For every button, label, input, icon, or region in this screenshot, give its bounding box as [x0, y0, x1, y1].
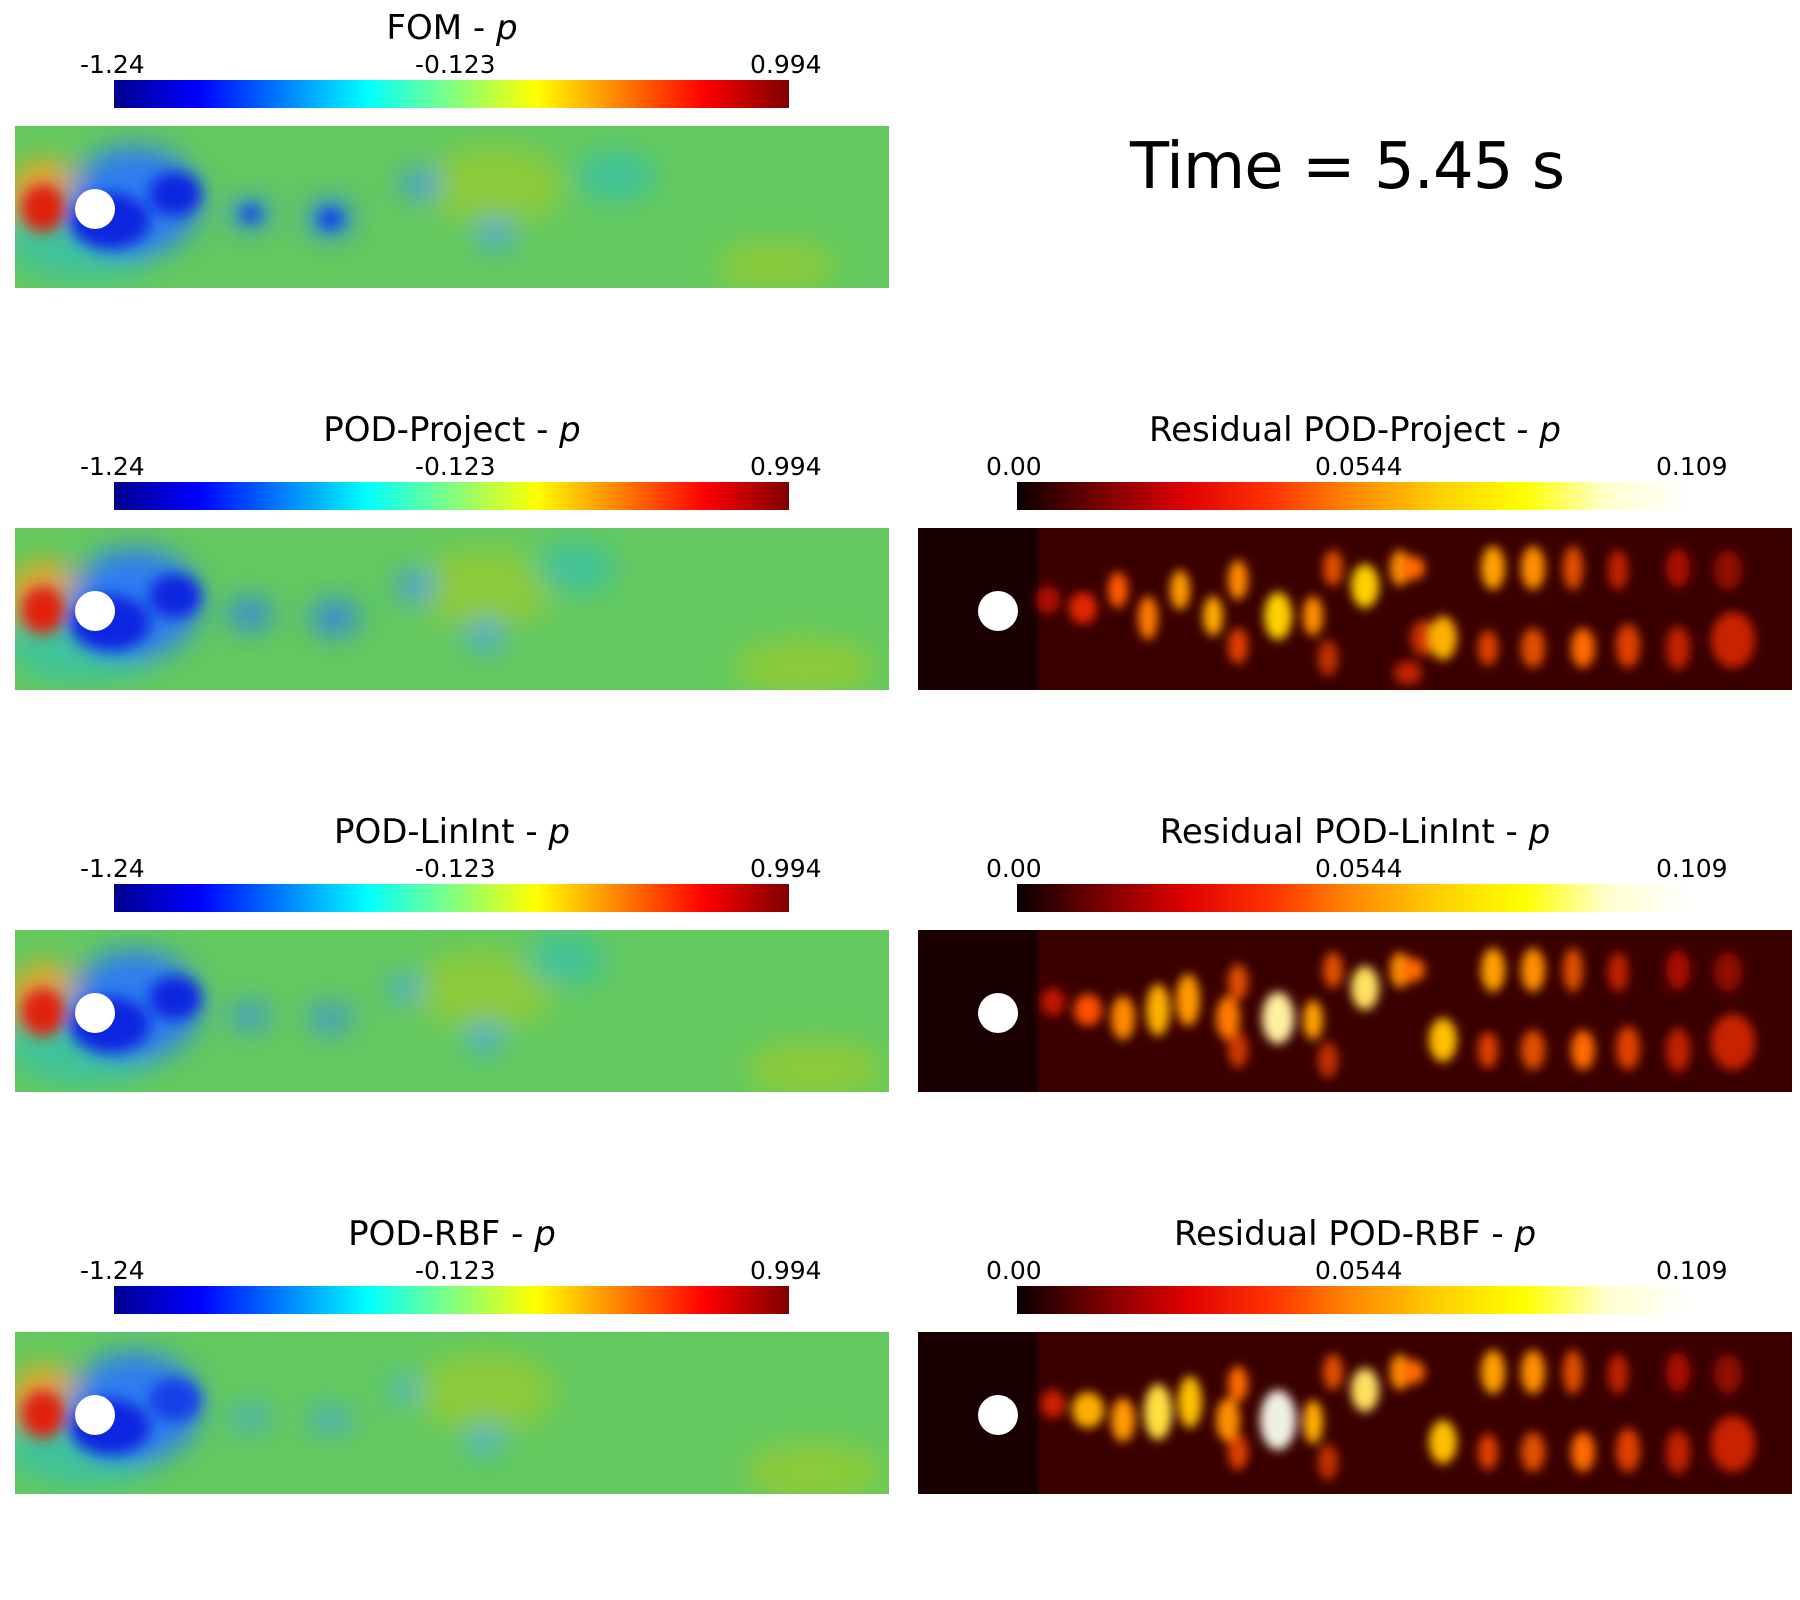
- panel-residual-pod-linint: Residual POD-LinInt - p 0.00 0.0544 0.10…: [918, 812, 1792, 1192]
- panel-title: Residual POD-RBF - p: [918, 1214, 1792, 1254]
- panel-residual-pod-project: Residual POD-Project - p 0.00 0.0544 0.1…: [918, 410, 1792, 790]
- colorbar-max-label: 0.994: [750, 854, 822, 883]
- colorbar-max-label: 0.109: [1656, 854, 1728, 883]
- panel-title-text: POD-LinInt -: [333, 812, 549, 852]
- panel-title-text: FOM -: [386, 8, 496, 48]
- panel-title-text: Residual POD-Project -: [1149, 410, 1540, 450]
- panel-pod-project: POD-Project - p -1.24 -0.123 0.994: [15, 410, 889, 790]
- panel-title-variable: p: [548, 812, 571, 852]
- panel-title-text: Residual POD-RBF -: [1173, 1214, 1515, 1254]
- pressure-field-pod-linint: [15, 930, 889, 1092]
- panel-title: POD-LinInt - p: [15, 812, 889, 852]
- colorbar: [1017, 1286, 1692, 1314]
- colorbar-min-label: -1.24: [80, 854, 145, 883]
- colorbar-max-label: 0.109: [1656, 452, 1728, 481]
- time-label: Time = 5.45 s: [1130, 130, 1565, 204]
- colorbar: [1017, 884, 1692, 912]
- colorbar-max-label: 0.994: [750, 452, 822, 481]
- colorbar-min-label: 0.00: [986, 1256, 1042, 1285]
- colorbar: [114, 1286, 789, 1314]
- panel-title: POD-RBF - p: [15, 1214, 889, 1254]
- panel-title-text: POD-Project -: [323, 410, 560, 450]
- panel-title-variable: p: [534, 1214, 556, 1254]
- residual-field-pod-rbf: [918, 1332, 1792, 1494]
- panel-title-variable: p: [1528, 812, 1551, 852]
- colorbar: [114, 80, 789, 108]
- panel-title-variable: p: [1514, 1214, 1537, 1254]
- residual-field-pod-linint: [918, 930, 1792, 1092]
- colorbar-min-label: 0.00: [986, 854, 1042, 883]
- panel-residual-pod-rbf: Residual POD-RBF - p 0.00 0.0544 0.109: [918, 1214, 1792, 1594]
- panel-title-variable: p: [559, 410, 581, 450]
- colorbar-min-label: -1.24: [80, 1256, 145, 1285]
- panel-pod-linint: POD-LinInt - p -1.24 -0.123 0.994: [15, 812, 889, 1192]
- colorbar: [1017, 482, 1692, 510]
- pressure-field-pod-project: [15, 528, 889, 690]
- colorbar-mid-label: -0.123: [415, 854, 496, 883]
- colorbar-max-label: 0.994: [750, 50, 822, 79]
- panel-title-variable: p: [495, 8, 518, 48]
- panel-fom: FOM - p -1.24 -0.123 0.994: [15, 8, 889, 388]
- colorbar-mid-label: 0.0544: [1315, 452, 1403, 481]
- panel-title-variable: p: [1539, 410, 1561, 450]
- panel-title: Residual POD-Project - p: [918, 410, 1792, 450]
- panel-title-text: Residual POD-LinInt -: [1159, 812, 1529, 852]
- colorbar-mid-label: 0.0544: [1315, 1256, 1403, 1285]
- residual-field-pod-project: [918, 528, 1792, 690]
- colorbar-mid-label: 0.0544: [1315, 854, 1403, 883]
- colorbar: [114, 884, 789, 912]
- pressure-field-pod-rbf: [15, 1332, 889, 1494]
- colorbar-max-label: 0.109: [1656, 1256, 1728, 1285]
- colorbar-min-label: -1.24: [80, 452, 145, 481]
- colorbar-mid-label: -0.123: [415, 452, 496, 481]
- panel-title: Residual POD-LinInt - p: [918, 812, 1792, 852]
- colorbar-mid-label: -0.123: [415, 50, 496, 79]
- panel-title-text: POD-RBF -: [348, 1214, 535, 1254]
- colorbar-mid-label: -0.123: [415, 1256, 496, 1285]
- pressure-field-fom: [15, 126, 889, 288]
- panel-title: FOM - p: [15, 8, 889, 48]
- panel-title: POD-Project - p: [15, 410, 889, 450]
- colorbar-min-label: -1.24: [80, 50, 145, 79]
- colorbar-max-label: 0.994: [750, 1256, 822, 1285]
- panel-pod-rbf: POD-RBF - p -1.24 -0.123 0.994: [15, 1214, 889, 1594]
- colorbar: [114, 482, 789, 510]
- colorbar-min-label: 0.00: [986, 452, 1042, 481]
